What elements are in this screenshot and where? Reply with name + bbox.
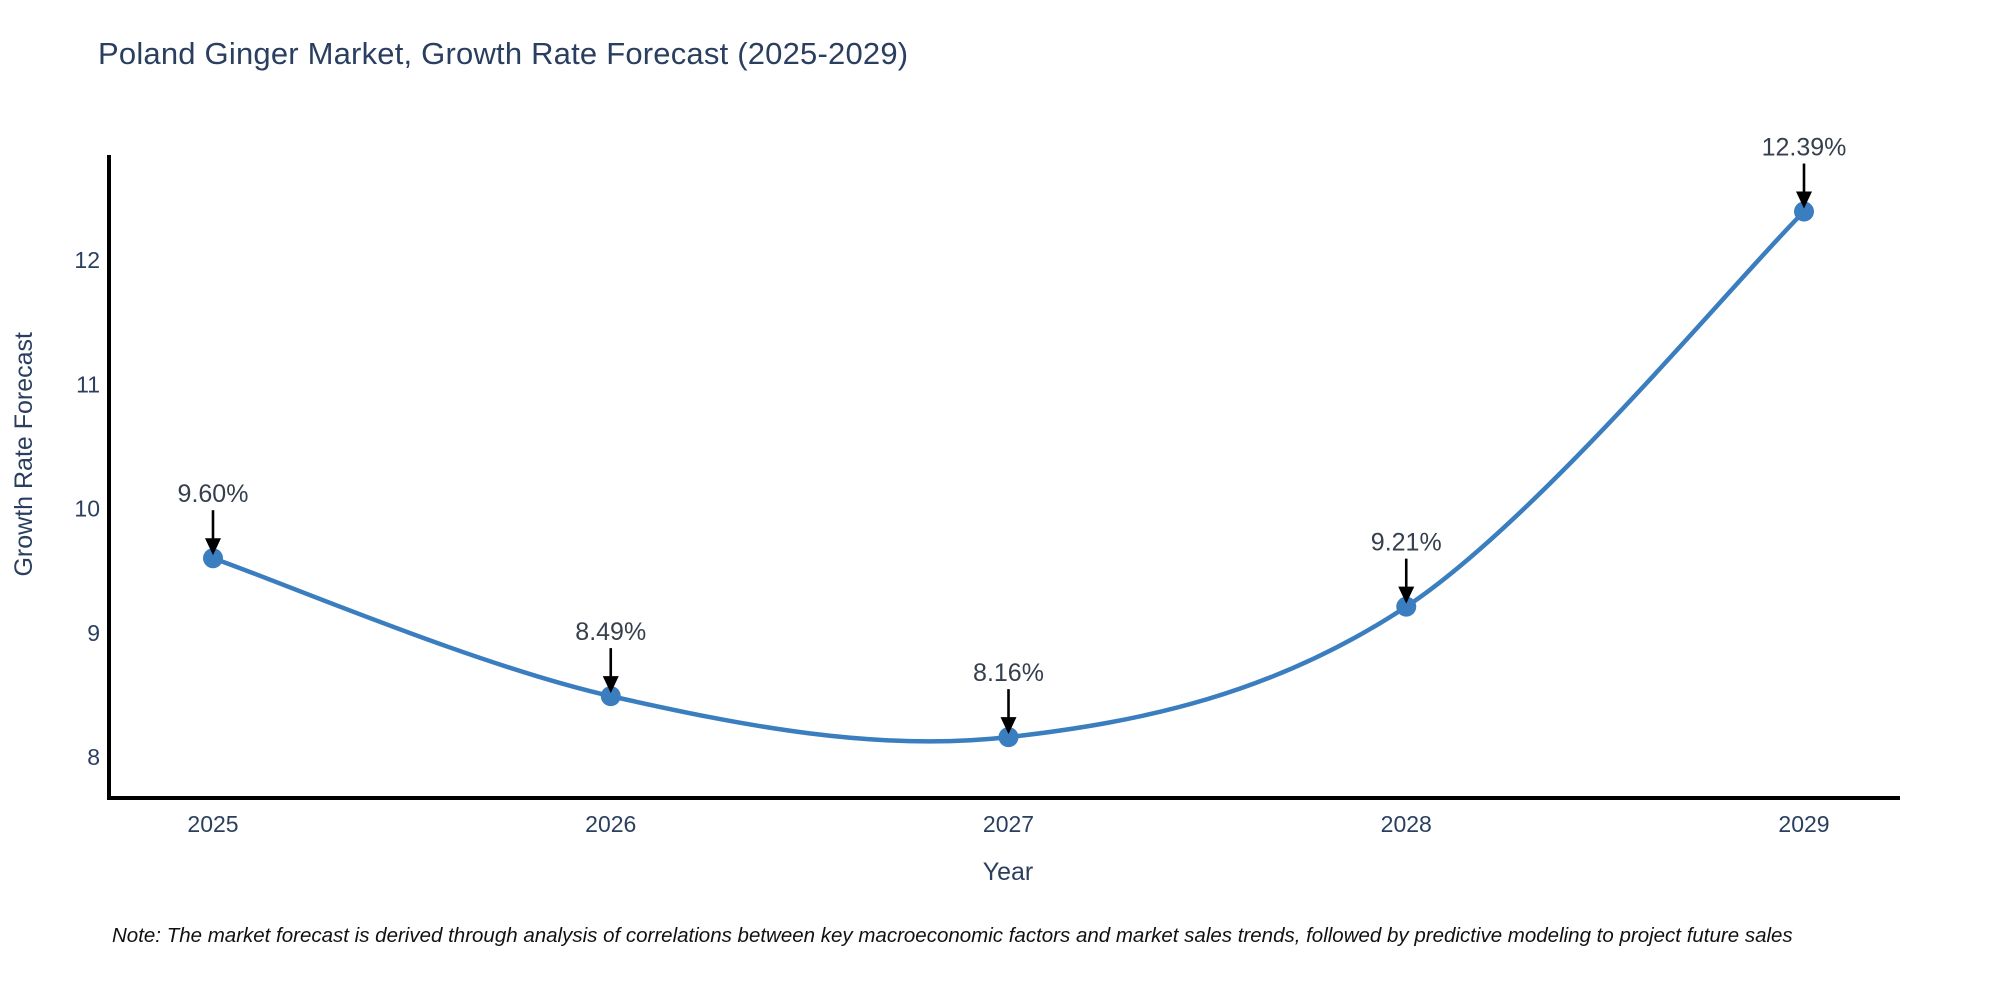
- y-tick-label-10: 10: [74, 496, 100, 522]
- point-label-2026: 8.49%: [575, 618, 646, 646]
- annotation-arrowhead-2025: [205, 538, 221, 556]
- data-point-2028: [1396, 596, 1417, 617]
- y-tick-label-8: 8: [87, 744, 100, 770]
- annotation-arrowhead-2027: [1000, 717, 1017, 735]
- x-tick-label-2027: 2027: [983, 811, 1034, 837]
- x-axis-title: Year: [982, 858, 1034, 886]
- x-tick-label-2026: 2026: [585, 811, 636, 837]
- y-tick-label-11: 11: [76, 371, 100, 397]
- footnote: Note: The market forecast is derived thr…: [112, 924, 1793, 947]
- chart-title: Poland Ginger Market, Growth Rate Foreca…: [98, 36, 909, 71]
- data-point-2025: [203, 548, 223, 569]
- point-label-2027: 8.16%: [973, 659, 1044, 687]
- x-tick-label-2025: 2025: [187, 811, 238, 837]
- point-label-2029: 12.39%: [1762, 134, 1847, 162]
- annotation-arrowhead-2029: [1796, 191, 1812, 209]
- data-point-2029: [1794, 201, 1814, 222]
- point-label-2025: 9.60%: [178, 480, 249, 508]
- x-tick-label-2029: 2029: [1778, 811, 1829, 837]
- point-label-2028: 9.21%: [1371, 529, 1442, 557]
- annotation-arrowhead-2026: [602, 676, 619, 694]
- x-tick-label-2028: 2028: [1381, 811, 1432, 837]
- y-tick-label-12: 12: [74, 247, 100, 273]
- annotation-arrowhead-2028: [1398, 586, 1415, 604]
- data-point-2027: [998, 727, 1019, 748]
- y-tick-label-9: 9: [87, 620, 100, 646]
- data-point-2026: [600, 686, 621, 707]
